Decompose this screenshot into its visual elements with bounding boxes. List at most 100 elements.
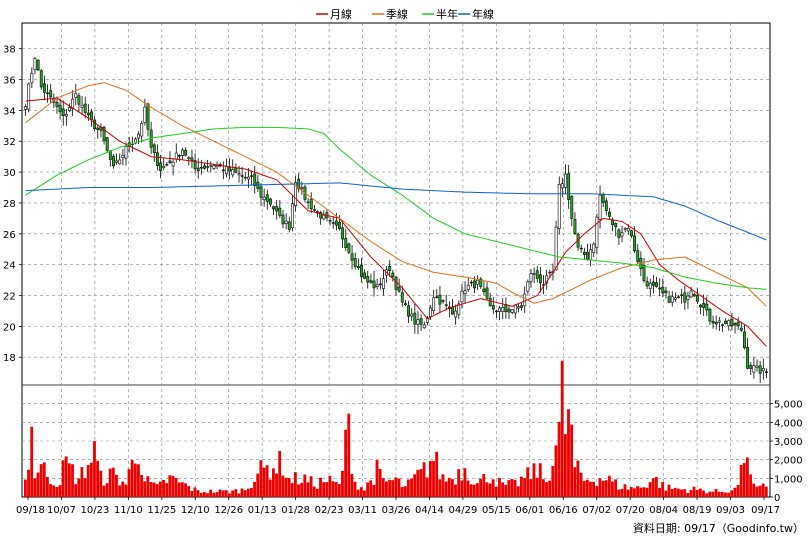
candle-body [761, 368, 765, 372]
candle-body [24, 106, 27, 110]
volume-bar [143, 481, 147, 497]
volume-bar [526, 467, 530, 497]
volume-bar [472, 484, 476, 497]
candle-body [758, 365, 762, 374]
volume-bar [89, 462, 93, 497]
candle-body [582, 251, 586, 255]
candle-body [473, 280, 476, 289]
candle-body [595, 216, 599, 248]
x-axis: 09/18 10/07 10/23 11/10 11/25 12/10 12/26 01/13… [16, 497, 780, 516]
volume-bar [698, 488, 702, 497]
candle-body [429, 307, 432, 317]
volume-bar [284, 477, 288, 497]
candle-body [573, 219, 577, 234]
candle-body [608, 211, 611, 217]
candle-body [630, 230, 633, 237]
volume-bar [563, 434, 567, 497]
volume-bar [491, 479, 495, 497]
candle-body [444, 304, 448, 306]
candle-body [466, 284, 470, 291]
volume-bar [617, 489, 621, 497]
candle-body [80, 104, 84, 108]
volume-bar [538, 463, 542, 497]
volume-bar [293, 472, 297, 497]
candle-body [711, 320, 715, 324]
volume-bar [764, 486, 768, 497]
volume-bar [385, 481, 388, 497]
volume-bar [450, 479, 454, 497]
volume-bar [353, 481, 357, 497]
volume-bar [309, 476, 313, 497]
candle-body [247, 176, 250, 180]
volume-bar [479, 478, 483, 497]
candle-body [341, 227, 345, 240]
price-tick-label: 32 [3, 137, 16, 148]
volume-bar [158, 481, 162, 497]
volume-bar [529, 479, 533, 497]
candle-body [275, 206, 279, 212]
volume-bar [215, 492, 219, 497]
volume-bar [416, 469, 420, 497]
candle-body [642, 264, 646, 281]
candle-body [203, 165, 206, 169]
volume-bar [658, 487, 661, 497]
candle-body [567, 173, 571, 200]
volume-bar [739, 464, 743, 497]
volume-bar [206, 493, 209, 497]
volume-bar [724, 492, 727, 497]
x-tick-label: 12/26 [214, 505, 243, 516]
candle-body [350, 253, 354, 261]
price-tick-label: 20 [3, 322, 16, 333]
volume-bar [667, 484, 671, 497]
volume-bar [322, 482, 326, 497]
candle-body [626, 228, 630, 232]
volume-bar [199, 492, 203, 497]
candle-body [689, 290, 693, 298]
candle-body [215, 165, 219, 168]
candle-body [614, 223, 618, 228]
candle-body [360, 264, 363, 277]
volume-bar [347, 413, 351, 497]
volume-bar [334, 482, 338, 497]
x-tick-label: 06/01 [515, 505, 544, 516]
x-tick-label: 04/29 [448, 505, 477, 516]
candle-body [209, 165, 213, 167]
volume-bar [133, 463, 137, 497]
volume-bar [303, 474, 307, 497]
volume-bar [388, 479, 391, 497]
price-tick-label: 30 [3, 168, 16, 179]
candle-body [353, 258, 357, 267]
volume-bar [168, 475, 172, 497]
volume-bar [661, 481, 665, 497]
volume-bar [541, 479, 545, 497]
volume-bar [494, 486, 498, 497]
volume-bar [692, 486, 696, 497]
volume-bar [115, 474, 118, 497]
volume-bar [99, 470, 103, 497]
x-tick-label: 07/20 [616, 505, 645, 516]
volume-bar [567, 409, 570, 497]
candle-body [601, 194, 605, 203]
candle-body [328, 220, 332, 222]
volume-bar [328, 475, 332, 497]
candle-body [193, 160, 197, 170]
x-tick-label: 11/25 [147, 505, 176, 516]
volume-bar [350, 473, 354, 497]
volume-bar [435, 451, 439, 497]
price-tick-label: 34 [3, 106, 16, 117]
candle-body [394, 276, 398, 290]
candle-body [146, 103, 150, 130]
candle-body [705, 303, 709, 311]
candle-body [27, 83, 31, 110]
volume-bar [595, 486, 599, 497]
volume-bar [579, 472, 583, 497]
volume-bar [746, 457, 749, 497]
volume-bar [469, 484, 473, 497]
volume-bar [180, 482, 184, 497]
candle-body [743, 331, 746, 349]
volume-bar [576, 460, 580, 497]
candle-body [71, 98, 75, 110]
legend: 月線 季線 半年 年線 [316, 7, 494, 21]
candle-body [724, 320, 728, 324]
